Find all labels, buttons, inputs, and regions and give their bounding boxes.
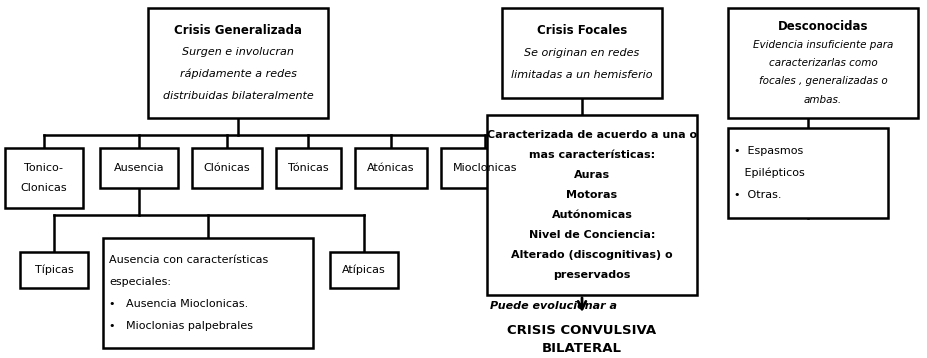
Text: distribuidas bilateralmente: distribuidas bilateralmente bbox=[162, 91, 313, 101]
Text: Nivel de Conciencia:: Nivel de Conciencia: bbox=[528, 230, 655, 240]
Text: •   Ausencia Mioclonicas.: • Ausencia Mioclonicas. bbox=[109, 299, 248, 309]
Text: CRISIS CONVULSIVA: CRISIS CONVULSIVA bbox=[507, 324, 656, 337]
Text: Ausencia con características: Ausencia con características bbox=[109, 255, 268, 265]
FancyBboxPatch shape bbox=[502, 8, 662, 98]
Text: Epilépticos: Epilépticos bbox=[734, 168, 805, 178]
Text: •   Mioclonias palpebrales: • Mioclonias palpebrales bbox=[109, 321, 253, 331]
Text: Caracterizada de acuerdo a una o: Caracterizada de acuerdo a una o bbox=[487, 130, 697, 140]
FancyBboxPatch shape bbox=[728, 128, 888, 218]
FancyBboxPatch shape bbox=[276, 148, 341, 188]
Text: Clónicas: Clónicas bbox=[204, 163, 250, 173]
Text: Tónicas: Tónicas bbox=[288, 163, 329, 173]
FancyBboxPatch shape bbox=[355, 148, 427, 188]
FancyBboxPatch shape bbox=[103, 238, 313, 348]
Text: Evidencia insuficiente para: Evidencia insuficiente para bbox=[753, 40, 894, 50]
Text: preservados: preservados bbox=[553, 270, 630, 280]
Text: Desconocidas: Desconocidas bbox=[778, 20, 869, 33]
Text: Ausencia: Ausencia bbox=[114, 163, 164, 173]
Text: Crisis Focales: Crisis Focales bbox=[537, 24, 628, 37]
FancyBboxPatch shape bbox=[5, 148, 83, 208]
Text: Atípicas: Atípicas bbox=[342, 265, 386, 275]
Text: Surgen e involucran: Surgen e involucran bbox=[182, 47, 294, 57]
Text: •  Espasmos: • Espasmos bbox=[734, 145, 804, 155]
Text: •  Otras.: • Otras. bbox=[734, 190, 781, 200]
Text: caracterizarlas como: caracterizarlas como bbox=[768, 58, 877, 68]
Text: Motoras: Motoras bbox=[566, 190, 617, 200]
Text: ambas.: ambas. bbox=[804, 95, 842, 105]
Text: limitadas a un hemisferio: limitadas a un hemisferio bbox=[512, 71, 653, 81]
FancyBboxPatch shape bbox=[148, 8, 328, 118]
FancyBboxPatch shape bbox=[487, 115, 697, 295]
Text: Atónicas: Atónicas bbox=[367, 163, 414, 173]
Text: Alterado (discognitivas) o: Alterado (discognitivas) o bbox=[511, 250, 673, 260]
Text: rápidamente a redes: rápidamente a redes bbox=[180, 69, 297, 79]
Text: focales , generalizadas o: focales , generalizadas o bbox=[758, 76, 887, 86]
FancyBboxPatch shape bbox=[100, 148, 178, 188]
FancyBboxPatch shape bbox=[20, 252, 88, 288]
Text: Mioclonicas: Mioclonicas bbox=[452, 163, 517, 173]
Text: BILATERAL: BILATERAL bbox=[542, 342, 622, 354]
FancyBboxPatch shape bbox=[441, 148, 529, 188]
Text: Puede evolucionar a: Puede evolucionar a bbox=[490, 301, 617, 311]
Text: Se originan en redes: Se originan en redes bbox=[525, 48, 640, 58]
Text: Tonico-: Tonico- bbox=[24, 163, 64, 173]
Text: Autónomicas: Autónomicas bbox=[552, 210, 632, 220]
Text: Típicas: Típicas bbox=[34, 265, 73, 275]
FancyBboxPatch shape bbox=[192, 148, 262, 188]
Text: Crisis Generalizada: Crisis Generalizada bbox=[174, 24, 302, 37]
Text: Auras: Auras bbox=[574, 170, 610, 180]
Text: Clonicas: Clonicas bbox=[20, 183, 68, 193]
FancyBboxPatch shape bbox=[728, 8, 918, 118]
FancyBboxPatch shape bbox=[330, 252, 398, 288]
Text: mas características:: mas características: bbox=[529, 150, 655, 160]
Text: especiales:: especiales: bbox=[109, 277, 171, 287]
